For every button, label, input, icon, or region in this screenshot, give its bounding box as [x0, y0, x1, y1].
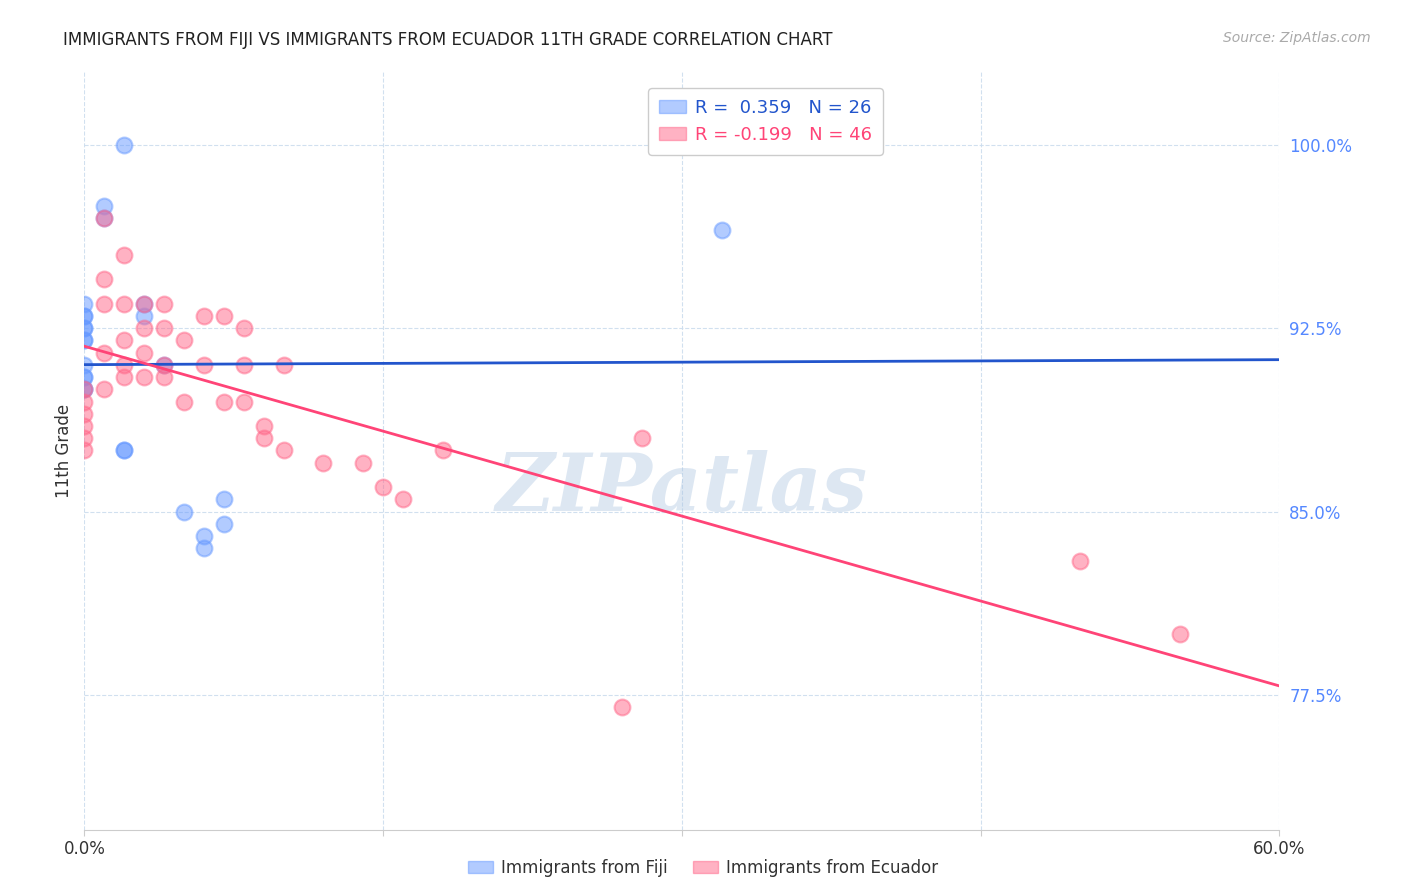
Text: Source: ZipAtlas.com: Source: ZipAtlas.com — [1223, 31, 1371, 45]
Point — [132, 309, 156, 323]
Legend: R =  0.359   N = 26, R = -0.199   N = 46: R = 0.359 N = 26, R = -0.199 N = 46 — [648, 88, 883, 154]
Point — [232, 394, 254, 409]
Point — [253, 431, 276, 445]
Y-axis label: 11th Grade: 11th Grade — [55, 403, 73, 498]
Point — [132, 296, 156, 310]
Point — [73, 321, 96, 335]
Point — [193, 309, 215, 323]
Point — [73, 382, 96, 396]
Point — [273, 358, 295, 372]
Point — [373, 480, 395, 494]
Point — [173, 505, 195, 519]
Point — [173, 334, 195, 348]
Point — [710, 223, 733, 237]
Point — [93, 345, 115, 359]
Point — [112, 334, 135, 348]
Point — [93, 211, 115, 226]
Point — [73, 443, 96, 458]
Point — [93, 382, 115, 396]
Point — [232, 321, 254, 335]
Point — [392, 492, 415, 507]
Point — [173, 394, 195, 409]
Point — [112, 296, 135, 310]
Point — [212, 492, 235, 507]
Point — [73, 382, 96, 396]
Point — [631, 431, 654, 445]
Point — [193, 541, 215, 556]
Point — [193, 529, 215, 543]
Point — [73, 370, 96, 384]
Point — [112, 443, 135, 458]
Point — [212, 394, 235, 409]
Point — [73, 370, 96, 384]
Point — [232, 358, 254, 372]
Point — [73, 334, 96, 348]
Point — [112, 443, 135, 458]
Point — [1168, 627, 1191, 641]
Point — [73, 309, 96, 323]
Text: IMMIGRANTS FROM FIJI VS IMMIGRANTS FROM ECUADOR 11TH GRADE CORRELATION CHART: IMMIGRANTS FROM FIJI VS IMMIGRANTS FROM … — [63, 31, 832, 49]
Point — [112, 137, 135, 152]
Point — [352, 456, 374, 470]
Point — [93, 296, 115, 310]
Point — [153, 358, 176, 372]
Point — [73, 382, 96, 396]
Legend: Immigrants from Fiji, Immigrants from Ecuador: Immigrants from Fiji, Immigrants from Ec… — [461, 853, 945, 884]
Point — [73, 358, 96, 372]
Point — [93, 199, 115, 213]
Point — [132, 321, 156, 335]
Point — [432, 443, 454, 458]
Point — [273, 443, 295, 458]
Point — [73, 431, 96, 445]
Point — [1069, 553, 1091, 567]
Point — [132, 296, 156, 310]
Point — [312, 456, 335, 470]
Point — [73, 321, 96, 335]
Point — [212, 309, 235, 323]
Point — [612, 700, 634, 714]
Text: ZIPatlas: ZIPatlas — [496, 450, 868, 527]
Point — [153, 370, 176, 384]
Point — [212, 516, 235, 531]
Point — [132, 345, 156, 359]
Point — [112, 248, 135, 262]
Point — [153, 296, 176, 310]
Point — [253, 419, 276, 434]
Point — [73, 309, 96, 323]
Point — [112, 358, 135, 372]
Point — [73, 419, 96, 434]
Point — [73, 296, 96, 310]
Point — [73, 407, 96, 421]
Point — [193, 358, 215, 372]
Point — [73, 394, 96, 409]
Point — [93, 272, 115, 286]
Point — [93, 211, 115, 226]
Point — [112, 370, 135, 384]
Point — [73, 334, 96, 348]
Point — [153, 321, 176, 335]
Point — [132, 370, 156, 384]
Point — [153, 358, 176, 372]
